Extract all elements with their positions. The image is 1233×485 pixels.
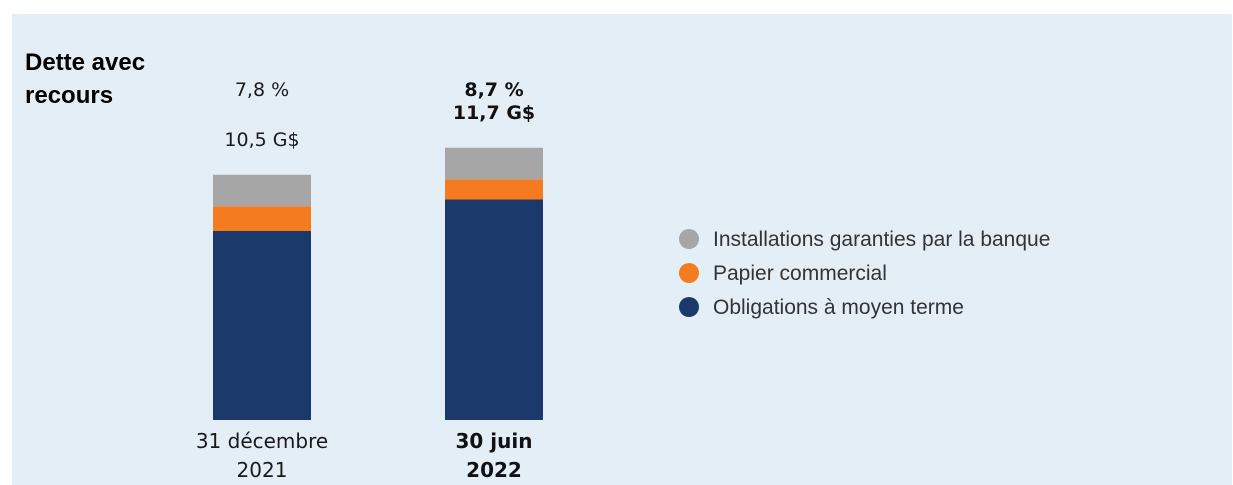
bar-segment-1-cat-2 (445, 199, 543, 420)
category-label: 30 juin (456, 429, 533, 453)
bar-segment-1-cat-1 (213, 231, 311, 420)
legend-label: Obligations à moyen terme (713, 296, 964, 319)
percent-label: 7,8 % (235, 79, 289, 101)
chart-title: Dette avec recours (25, 49, 146, 109)
bar-segment-2-cat-1 (213, 206, 311, 231)
total-label: 11,7 G$ (453, 102, 535, 124)
percent-label: 8,7 % (464, 79, 523, 101)
legend-swatch (679, 297, 699, 317)
legend-swatch (679, 229, 699, 249)
category-label: 31 décembre (196, 429, 328, 453)
legend-label: Papier commercial (713, 262, 887, 285)
bar-segment-2-cat-2 (445, 179, 543, 200)
legend-swatch (679, 263, 699, 283)
category-label-year: 2022 (466, 458, 522, 482)
bar-segment-3-cat-1 (213, 174, 311, 207)
legend-label: Installations garanties par la banque (713, 228, 1050, 251)
category-label-year: 2021 (237, 458, 288, 482)
total-label: 10,5 G$ (224, 129, 299, 151)
bar-segment-3-cat-2 (445, 147, 543, 180)
